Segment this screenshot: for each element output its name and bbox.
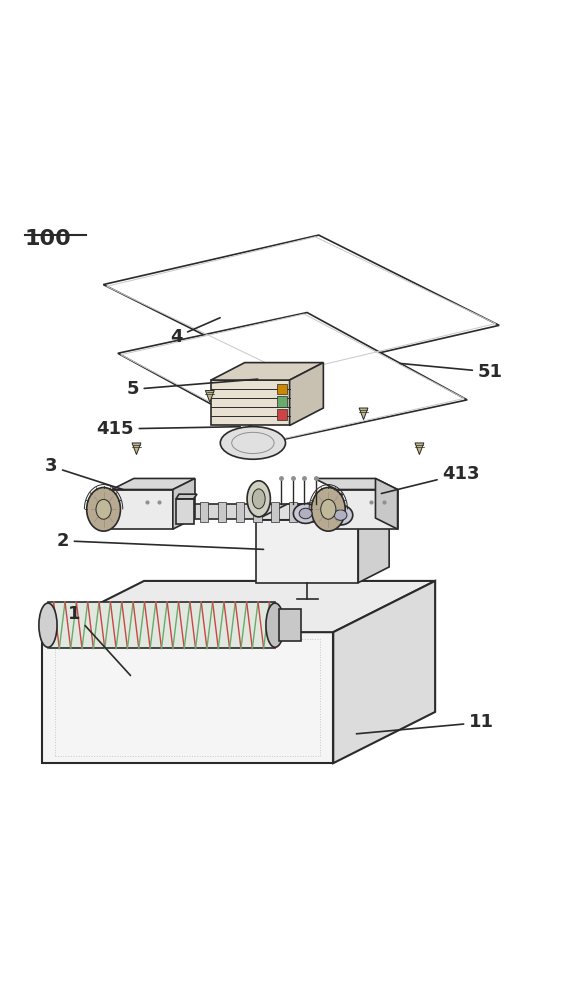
Polygon shape [307, 502, 315, 522]
Polygon shape [104, 235, 499, 375]
Polygon shape [42, 632, 333, 763]
Text: 4: 4 [170, 318, 220, 346]
Text: 5: 5 [126, 379, 258, 398]
Polygon shape [48, 602, 275, 648]
Polygon shape [173, 478, 195, 529]
Ellipse shape [96, 499, 111, 519]
Polygon shape [271, 502, 280, 522]
Polygon shape [132, 443, 141, 455]
Polygon shape [322, 494, 343, 499]
Ellipse shape [87, 487, 121, 531]
Polygon shape [205, 391, 214, 402]
Text: 100: 100 [25, 229, 71, 249]
Polygon shape [358, 504, 389, 583]
Polygon shape [333, 581, 435, 763]
Text: 415: 415 [96, 420, 240, 438]
Ellipse shape [334, 510, 347, 520]
Polygon shape [325, 502, 333, 522]
Polygon shape [256, 504, 389, 520]
Polygon shape [256, 520, 358, 583]
Bar [277, 396, 287, 407]
Bar [277, 384, 287, 394]
Text: 413: 413 [381, 465, 480, 494]
Polygon shape [314, 478, 398, 490]
Polygon shape [336, 490, 398, 529]
Polygon shape [176, 499, 194, 524]
Polygon shape [176, 494, 197, 499]
Polygon shape [211, 380, 290, 425]
Ellipse shape [293, 504, 318, 523]
Text: 2: 2 [56, 532, 263, 550]
Text: 51: 51 [400, 363, 503, 381]
Polygon shape [278, 609, 301, 641]
Polygon shape [112, 478, 195, 490]
Polygon shape [211, 363, 324, 380]
Polygon shape [42, 581, 435, 632]
Polygon shape [253, 502, 261, 522]
Ellipse shape [39, 603, 57, 647]
Text: 3: 3 [44, 457, 124, 490]
Ellipse shape [221, 427, 285, 459]
Polygon shape [175, 504, 340, 519]
Ellipse shape [321, 499, 336, 519]
Polygon shape [289, 502, 297, 522]
Ellipse shape [311, 487, 345, 531]
Ellipse shape [328, 505, 353, 525]
Polygon shape [118, 313, 467, 441]
Polygon shape [218, 502, 226, 522]
Polygon shape [359, 408, 368, 420]
Polygon shape [290, 363, 324, 425]
Polygon shape [376, 478, 398, 529]
Polygon shape [112, 490, 173, 529]
Polygon shape [415, 443, 424, 455]
Text: 1: 1 [68, 605, 130, 676]
Polygon shape [200, 502, 208, 522]
Polygon shape [322, 499, 339, 524]
Bar [277, 409, 287, 420]
Ellipse shape [247, 481, 270, 517]
Text: 11: 11 [356, 713, 494, 734]
Polygon shape [236, 502, 244, 522]
Ellipse shape [266, 603, 284, 647]
Ellipse shape [252, 489, 265, 509]
Ellipse shape [299, 508, 312, 519]
Polygon shape [183, 502, 191, 522]
